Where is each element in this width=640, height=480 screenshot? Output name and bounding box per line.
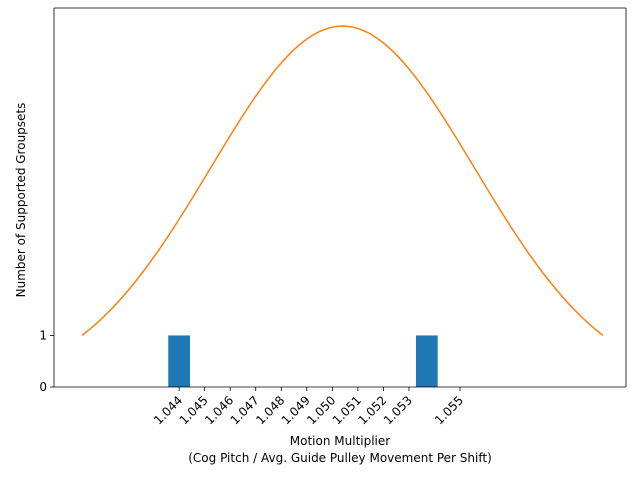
axes xyxy=(53,7,627,388)
y-axis-label: Number of Supported Groupsets xyxy=(14,103,28,298)
x-axis-label-line1: Motion Multiplier xyxy=(290,434,390,448)
x-tick-label: 1.053 xyxy=(381,393,415,427)
y-tick-label: 1 xyxy=(39,328,47,342)
fit-curve-line xyxy=(81,25,604,337)
x-axis-label-line2: (Cog Pitch / Avg. Guide Pulley Movement … xyxy=(188,451,492,465)
x-tick-label: 1.055 xyxy=(432,393,466,427)
y-ticks: 01 xyxy=(39,328,54,394)
bar-1 xyxy=(415,335,438,387)
bars-group xyxy=(168,335,438,387)
x-ticks: 1.0441.0451.0461.0471.0481.0491.0501.051… xyxy=(151,387,466,427)
y-tick-label: 0 xyxy=(39,380,47,394)
bar-0 xyxy=(168,335,190,387)
